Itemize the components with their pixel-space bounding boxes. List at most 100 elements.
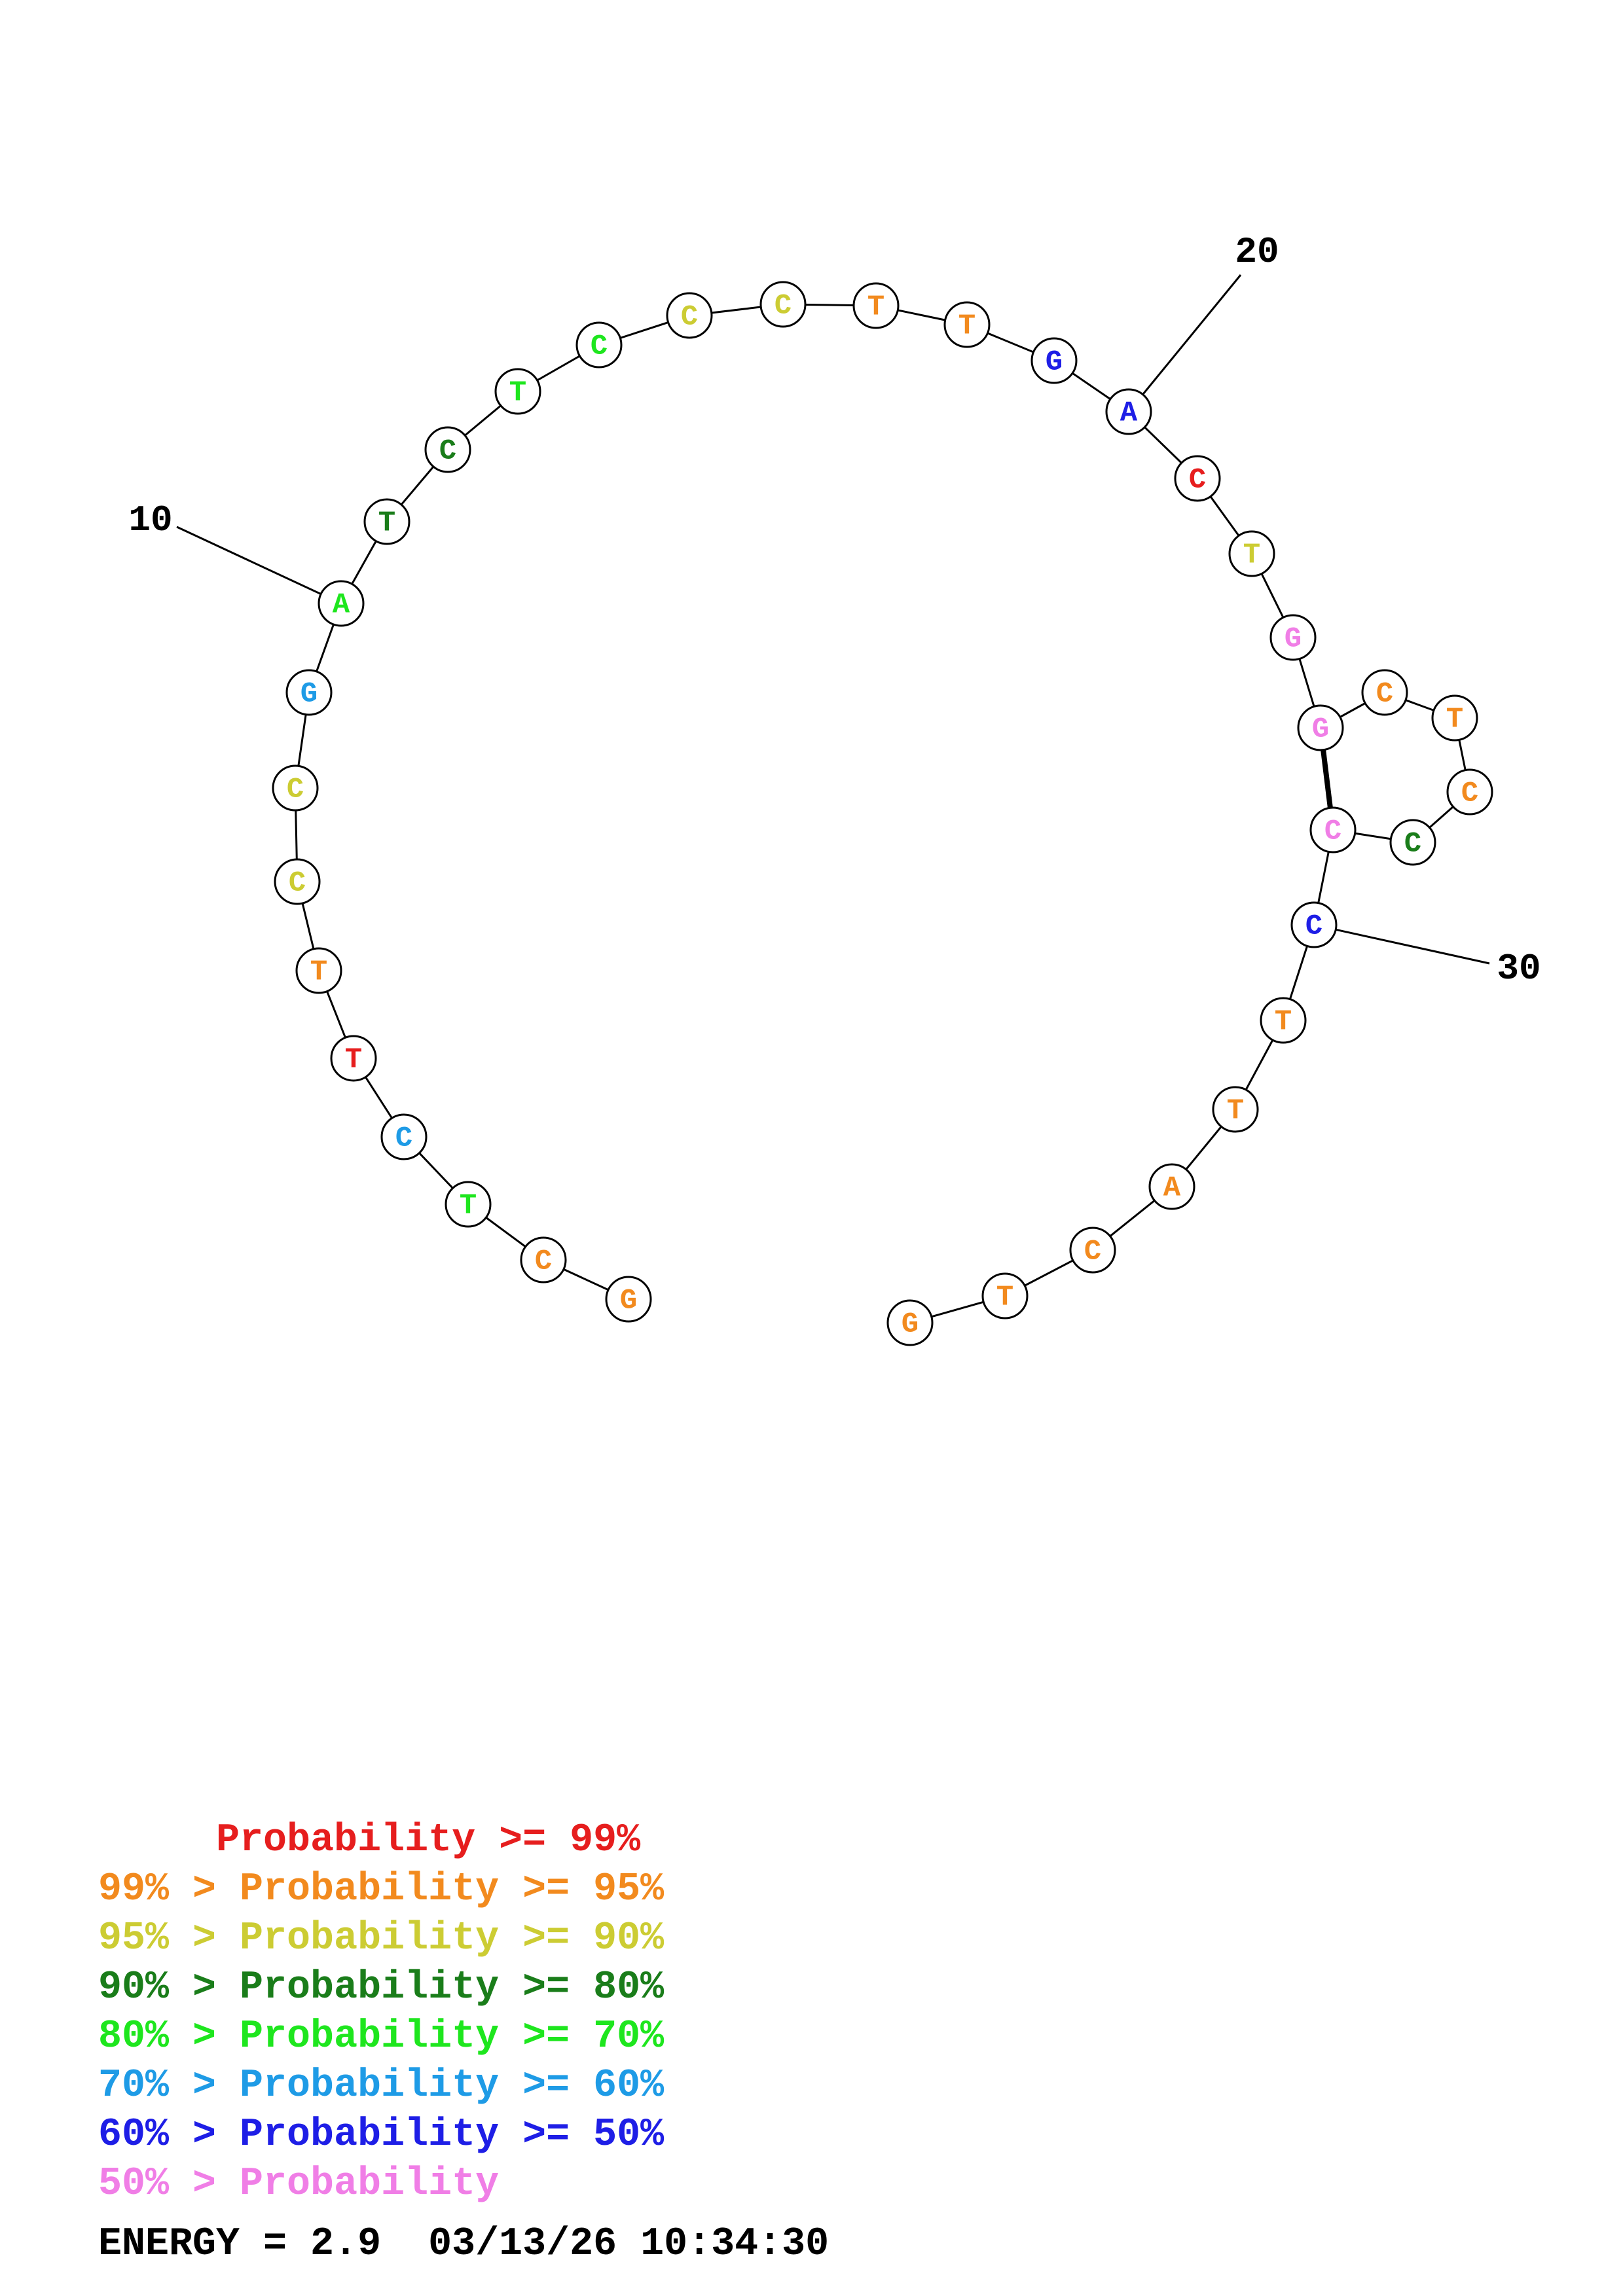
nucleotide-7: C — [274, 858, 321, 905]
nucleotide-circle — [1269, 614, 1317, 661]
legend-row: 95% > Probability >= 90% — [98, 1916, 665, 1961]
nucleotide-base: T — [310, 956, 327, 989]
nucleotide-36: G — [886, 1299, 934, 1346]
nucleotide-18: T — [943, 301, 991, 348]
nucleotide-base: C — [1189, 464, 1206, 497]
nucleotide-circle — [494, 368, 541, 415]
nucleotide-27: C — [1446, 768, 1493, 816]
nucleotide-base: C — [535, 1246, 552, 1278]
nucleotide-base: C — [591, 331, 608, 363]
nucleotide-circle — [575, 321, 623, 368]
nucleotide-circle — [424, 426, 471, 473]
legend-row: 99% > Probability >= 95% — [98, 1867, 665, 1912]
nucleotide-circle — [330, 1035, 377, 1082]
nucleotide-circle — [759, 281, 807, 328]
nucleotide-circle — [1431, 694, 1478, 742]
nucleotide-15: C — [666, 292, 713, 339]
nucleotide-30: C — [1290, 901, 1338, 948]
nucleotide-base: C — [395, 1122, 412, 1155]
nucleotide-21: C — [1174, 455, 1221, 502]
nucleotide-4: C — [380, 1113, 428, 1160]
nucleotide-circle — [1309, 806, 1357, 853]
nucleotide-35: T — [981, 1272, 1029, 1319]
nucleotide-base: T — [460, 1190, 477, 1223]
nucleotide-31: T — [1260, 997, 1307, 1044]
nucleotide-32: T — [1212, 1086, 1259, 1133]
nucleotide-12: C — [424, 426, 471, 473]
nucleotide-base: T — [1275, 1006, 1292, 1039]
nucleotide-8: C — [272, 764, 319, 812]
index-label-30: 30 — [1497, 948, 1541, 990]
nucleotide-base: A — [333, 589, 350, 622]
nucleotide-circle — [1446, 768, 1493, 816]
legend-row: 60% > Probability >= 50% — [98, 2113, 665, 2157]
nucleotide-nodes: G C T C T T C C G A T C T C C C T T G A C T G G C T C C C C T T A C T G — [272, 281, 1493, 1346]
nucleotide-base: G — [902, 1308, 919, 1341]
nucleotide-circle — [1361, 669, 1408, 716]
nucleotide-26: T — [1431, 694, 1478, 742]
nucleotide-circle — [886, 1299, 934, 1346]
nucleotide-16: C — [759, 281, 807, 328]
nucleotide-20: A — [1105, 388, 1152, 435]
nucleotide-base: T — [378, 507, 395, 540]
nucleotide-circle — [666, 292, 713, 339]
index-label-20: 20 — [1235, 231, 1279, 273]
nucleotide-circle — [1260, 997, 1307, 1044]
legend-row: 70% > Probability >= 60% — [98, 2064, 665, 2108]
legend-row: 50% > Probability — [98, 2162, 500, 2206]
nucleotide-base: C — [439, 435, 456, 468]
nucleotide-base: C — [1376, 678, 1393, 711]
nucleotide-22: T — [1228, 530, 1275, 577]
nucleotide-base: T — [1243, 539, 1260, 572]
nucleotide-circle — [1212, 1086, 1259, 1133]
nucleotide-9: G — [285, 669, 333, 716]
nucleotide-5: T — [330, 1035, 377, 1082]
nucleotide-19: G — [1030, 337, 1078, 384]
nucleotide-base: C — [1084, 1236, 1101, 1268]
nucleotide-circle — [1148, 1163, 1195, 1210]
nucleotide-base: T — [509, 377, 526, 410]
nucleotide-base: T — [867, 291, 884, 324]
nucleotide-base: C — [775, 290, 792, 323]
nucleotide-24: G — [1297, 704, 1344, 751]
nucleotide-circle — [274, 858, 321, 905]
nucleotide-circle — [363, 498, 410, 545]
nucleotide-circle — [318, 580, 365, 627]
nucleotide-circle — [943, 301, 991, 348]
nucleotide-3: T — [445, 1181, 492, 1228]
nucleotide-33: A — [1148, 1163, 1195, 1210]
nucleotide-circle — [285, 669, 333, 716]
nucleotide-2: C — [520, 1236, 567, 1283]
nucleotide-base: G — [1285, 623, 1302, 656]
nucleotide-base: C — [1404, 828, 1421, 861]
index-tick-30 — [1313, 924, 1490, 965]
nucleotide-base: A — [1163, 1172, 1181, 1205]
nucleotide-circle — [1290, 901, 1338, 948]
nucleotide-34: C — [1069, 1227, 1116, 1274]
nucleotide-base: C — [1324, 816, 1341, 848]
nucleotide-base: T — [345, 1044, 362, 1077]
nucleotide-circle — [1297, 704, 1344, 751]
nucleotide-circle — [1228, 530, 1275, 577]
nucleotide-circle — [295, 947, 342, 994]
nucleotide-base: C — [1305, 910, 1322, 943]
nucleotide-circle — [1030, 337, 1078, 384]
nucleotide-base: C — [681, 301, 698, 334]
nucleotide-base: A — [1120, 397, 1138, 430]
nucleotide-circle — [380, 1113, 428, 1160]
nucleotide-base: G — [1312, 713, 1329, 746]
nucleotide-circle — [981, 1272, 1029, 1319]
nucleotide-circle — [605, 1276, 652, 1323]
nucleotide-17: T — [852, 282, 900, 329]
nucleotide-6: T — [295, 947, 342, 994]
backbone-lines — [294, 303, 1471, 1324]
nucleotide-13: T — [494, 368, 541, 415]
nucleotide-circle — [272, 764, 319, 812]
nucleotide-base: G — [620, 1285, 637, 1318]
nucleotide-base: T — [958, 310, 976, 343]
nucleotide-14: C — [575, 321, 623, 368]
nucleotide-28: C — [1389, 819, 1436, 866]
probability-legend: Probability >= 99% 99% > Probability >= 9… — [98, 1816, 664, 2209]
nucleotide-circle — [1389, 819, 1436, 866]
